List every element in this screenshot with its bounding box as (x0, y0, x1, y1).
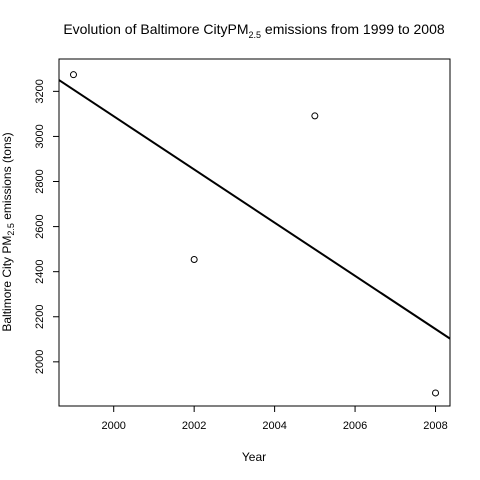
y-axis-label: Baltimore City PM2.5 emissions (tons) (0, 132, 16, 331)
y-tick-label: 3200 (34, 79, 46, 103)
data-points (69, 71, 440, 397)
x-axis: 2000 2002 2004 2006 2008 (101, 406, 448, 432)
y-tick-label: 2200 (34, 305, 46, 329)
x-tick-label: 2000 (101, 420, 125, 432)
y-axis: 2000 2200 2400 2600 2800 3000 3200 (34, 79, 59, 374)
data-point (190, 256, 198, 264)
x-tick-label: 2006 (343, 420, 367, 432)
y-tick-label: 2000 (34, 350, 46, 374)
data-point (69, 71, 77, 79)
x-tick-label: 2008 (423, 420, 447, 432)
data-point (432, 389, 440, 397)
y-tick-label: 2400 (34, 259, 46, 283)
x-tick-label: 2002 (182, 420, 206, 432)
x-axis-label: Year (242, 450, 266, 464)
data-point (311, 112, 319, 120)
trend-line (58, 79, 451, 340)
y-tick-label: 2600 (34, 214, 46, 238)
chart-title: Evolution of Baltimore CityPM2.5 emissio… (63, 21, 445, 40)
plot-frame (58, 58, 451, 407)
x-tick-label: 2004 (262, 420, 286, 432)
y-tick-label: 3000 (34, 124, 46, 148)
y-tick-label: 2800 (34, 169, 46, 193)
